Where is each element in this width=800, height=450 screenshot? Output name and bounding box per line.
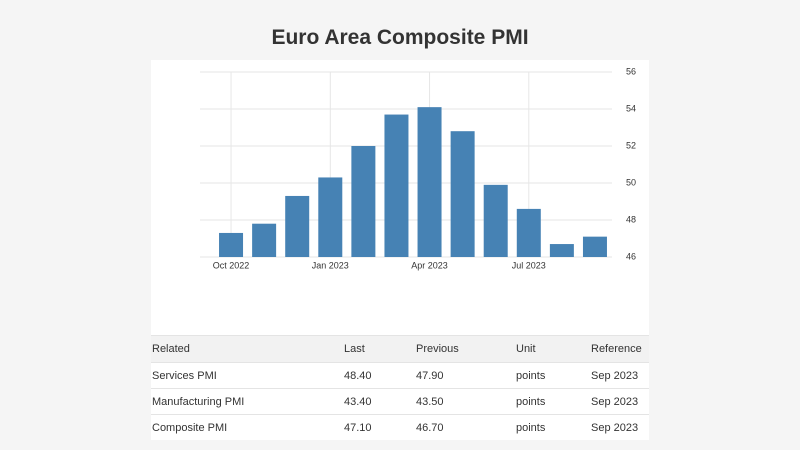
- table-cell: Composite PMI: [151, 414, 343, 440]
- table-cell: 47.90: [415, 362, 515, 389]
- header-cell: Reference: [590, 335, 649, 363]
- table-cell: 48.40: [343, 362, 415, 389]
- chart-title: Euro Area Composite PMI: [271, 26, 529, 49]
- y-tick-label: 56: [626, 66, 636, 76]
- header-cell: Unit: [515, 335, 590, 363]
- table-cell: 46.70: [415, 414, 515, 440]
- table-row: Composite PMI 47.10 46.70 points Sep 2023: [151, 414, 649, 440]
- table-cell: 43.40: [343, 388, 415, 415]
- bar: [252, 223, 277, 257]
- table-row: Manufacturing PMI 43.40 43.50 points Sep 202…: [151, 388, 649, 415]
- bar: [549, 244, 574, 257]
- bar: [516, 208, 541, 257]
- header-cell: Last: [343, 335, 415, 363]
- table-cell: Sep 2023: [590, 362, 649, 389]
- x-tick-label: Jan 2023: [312, 260, 349, 270]
- header-cell: Previous: [415, 335, 515, 363]
- bar: [384, 114, 409, 257]
- table-cell: Manufacturing PMI: [151, 388, 343, 415]
- table-cell: Sep 2023: [590, 414, 649, 440]
- y-tick-label: 46: [626, 251, 636, 261]
- table-cell: points: [515, 388, 590, 415]
- table-row: Services PMI 48.40 47.90 points Sep 2023: [151, 362, 649, 389]
- table-cell: Services PMI: [151, 362, 343, 389]
- bar: [417, 107, 442, 258]
- bar: [219, 232, 244, 257]
- y-tick-label: 48: [626, 214, 636, 224]
- x-tick-label: Jul 2023: [512, 260, 546, 270]
- y-tick-label: 50: [626, 177, 636, 187]
- table-cell: 47.10: [343, 414, 415, 440]
- x-tick-label: Apr 2023: [411, 260, 448, 270]
- table-header: Related Last Previous Unit Reference: [151, 335, 649, 363]
- table-cell: points: [515, 362, 590, 389]
- bar: [483, 184, 508, 257]
- related-table: Related Last Previous Unit Reference Service…: [151, 335, 649, 440]
- y-tick-label: 52: [626, 140, 636, 150]
- bar: [318, 177, 343, 257]
- bar: [450, 131, 475, 257]
- bar: [351, 146, 376, 257]
- bar: [285, 195, 310, 257]
- table-cell: 43.50: [415, 388, 515, 415]
- table-cell: points: [515, 414, 590, 440]
- y-tick-label: 54: [626, 103, 636, 113]
- header-cell: Related: [151, 335, 343, 363]
- bar: [582, 236, 607, 257]
- table-cell: Sep 2023: [590, 388, 649, 415]
- x-tick-label: Oct 2022: [213, 260, 250, 270]
